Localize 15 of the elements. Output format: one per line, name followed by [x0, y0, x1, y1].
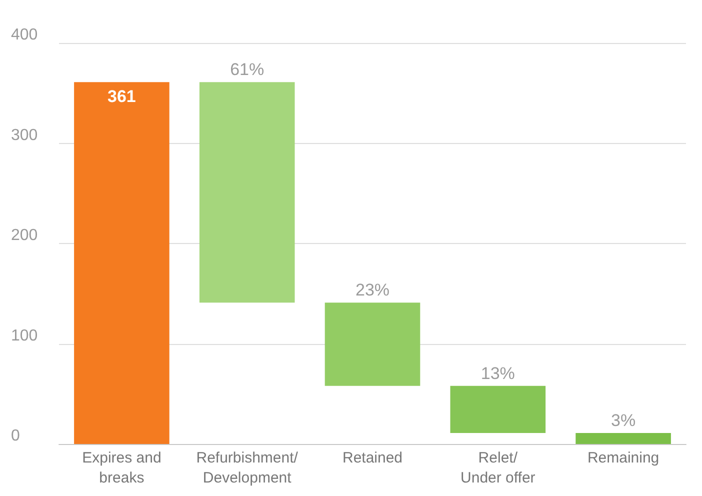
x-tick-label: Retained — [342, 450, 403, 466]
x-tick-label: Relet/ Under offer — [460, 450, 536, 486]
y-tick-label: 400 — [11, 26, 38, 44]
annotation: 61% — [230, 60, 264, 80]
x-tick-label: Expires and breaks — [82, 450, 162, 486]
x-tick-label: Refurbishment/ Development — [196, 450, 299, 486]
y-tick-label: 300 — [11, 126, 38, 144]
x-tick-label: Remaining — [587, 450, 660, 466]
y-tick-label: 100 — [11, 327, 38, 344]
y-tick-label: 0 — [11, 428, 20, 444]
annotation: 13% — [480, 364, 515, 383]
annotation: 23% — [355, 280, 390, 300]
y-tick-label: 200 — [11, 227, 38, 244]
data-label: 361 — [108, 87, 136, 106]
annotation: 3% — [611, 410, 636, 430]
